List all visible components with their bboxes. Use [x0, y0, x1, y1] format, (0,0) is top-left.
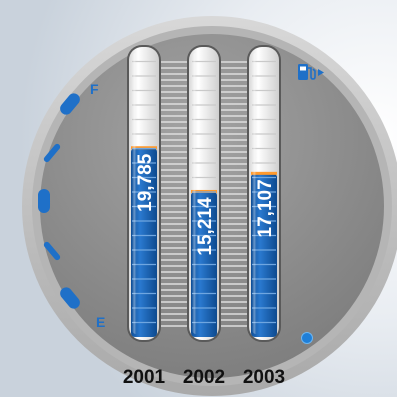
tube-connector	[159, 61, 189, 327]
gauge-ticks	[38, 93, 80, 309]
gauge-empty-label: E	[96, 314, 105, 330]
value-label-2001: 19,785	[135, 153, 156, 212]
tube-connector	[219, 61, 249, 327]
value-label-2002: 15,214	[195, 197, 216, 256]
tube-2001: 19,785	[127, 45, 161, 342]
tube-2003: 17,107	[247, 45, 281, 342]
value-label-2003: 17,107	[255, 179, 276, 237]
gauge-tick	[43, 143, 61, 163]
gauge-tick-empty	[60, 287, 80, 309]
tube-glass-highlight	[192, 53, 201, 334]
tick-label-2001: 2001	[123, 367, 166, 388]
tube-glass-highlight	[252, 53, 261, 334]
fuel-pump-icon	[298, 64, 324, 80]
gauge-indicator-dot	[301, 332, 313, 344]
bar-level-line	[131, 146, 157, 150]
tick-label-2003: 2003	[243, 367, 285, 388]
tick-label-2002: 2002	[183, 367, 225, 388]
year-labels: 2001 2002 2003	[123, 367, 285, 388]
tube-2002: 15,214	[187, 45, 221, 342]
gauge-tick	[43, 241, 61, 261]
gauge-full-label: F	[90, 81, 99, 97]
tube-bars: 19,785 15,214 17,107	[127, 45, 281, 342]
gauge-tick-half	[38, 189, 50, 213]
gauge-tick-full	[60, 93, 80, 115]
tube-connectors	[159, 61, 249, 327]
tube-glass-highlight	[132, 53, 141, 334]
bar-level-line	[251, 171, 277, 175]
